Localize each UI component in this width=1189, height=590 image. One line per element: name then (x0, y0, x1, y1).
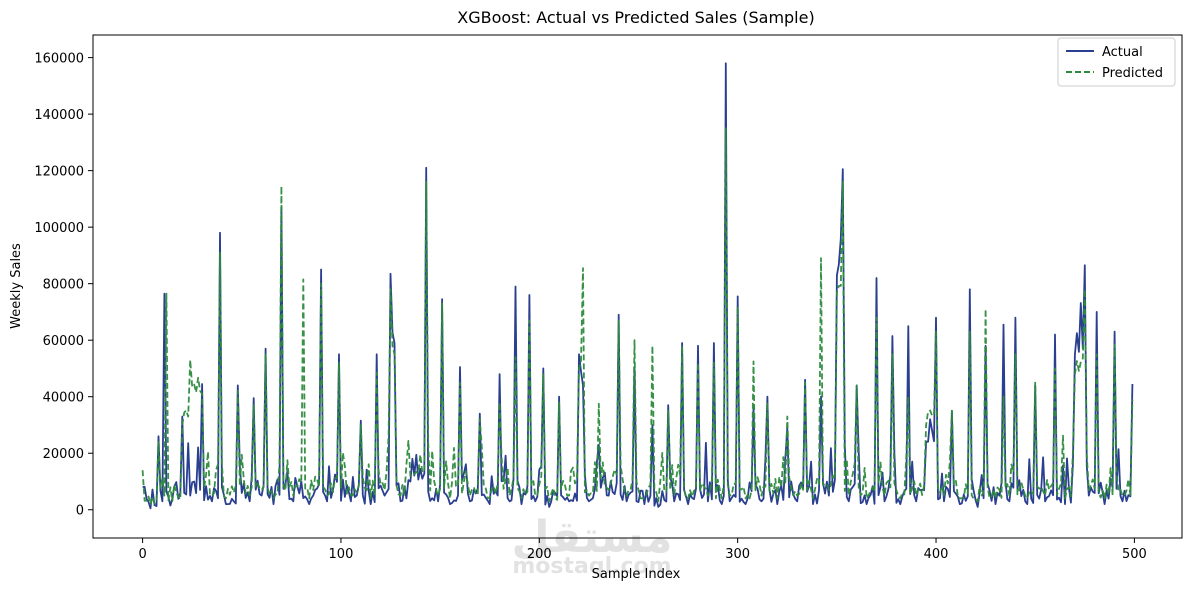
x-tick-label: 300 (725, 547, 750, 562)
y-tick-label: 40000 (43, 391, 84, 406)
x-tick-label: 100 (329, 547, 354, 562)
x-tick-label: 500 (1122, 547, 1147, 562)
series-layer (141, 62, 1134, 510)
x-tick-label: 200 (527, 547, 552, 562)
y-tick-label: 100000 (34, 221, 84, 236)
series-line-predicted (141, 127, 1134, 505)
x-tick-label: 0 (138, 547, 146, 562)
y-tick-label: 160000 (34, 52, 84, 67)
legend-label-predicted: Predicted (1102, 66, 1163, 81)
watermark-sub: mostaql.com (512, 554, 671, 579)
x-axis-label: Sample Index (592, 567, 681, 582)
y-tick-label: 0 (76, 504, 84, 519)
x-tick-label: 400 (924, 547, 949, 562)
series-line-actual (142, 62, 1134, 510)
y-tick-label: 140000 (34, 108, 84, 123)
y-tick-label: 120000 (34, 165, 84, 180)
y-tick-label: 80000 (43, 278, 84, 293)
y-axis-label: Weekly Sales (9, 243, 24, 329)
plot-frame (92, 34, 1183, 539)
y-tick-label: 60000 (43, 334, 84, 349)
y-tick-label: 20000 (43, 447, 84, 462)
chart-title: XGBoost: Actual vs Predicted Sales (Samp… (457, 8, 814, 27)
legend: Actual Predicted (1057, 37, 1176, 87)
y-axis-ticks: 0 20000 40000 60000 80000 100000 120000 140000 1… (34, 52, 93, 519)
legend-label-actual: Actual (1102, 45, 1143, 60)
x-axis-ticks: 0 100 200 300 400 500 (138, 538, 1147, 562)
